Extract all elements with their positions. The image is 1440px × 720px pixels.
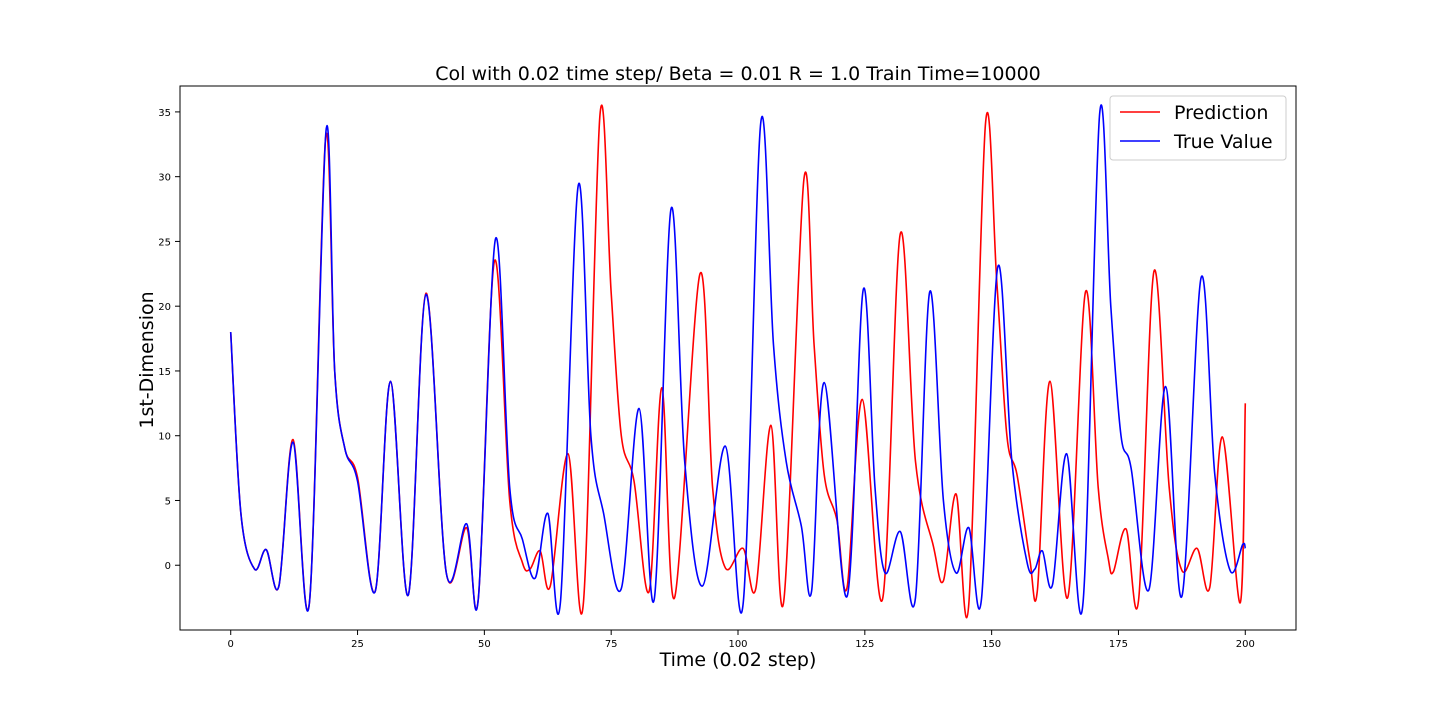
y-tick-label: 30 [158,173,171,184]
y-axis-ticks: 0 5 10 15 20 25 30 35 [158,108,180,572]
y-tick-label: 25 [158,237,171,248]
y-tick-label: 0 [165,561,171,572]
x-tick-label: 175 [1109,639,1128,650]
legend-label-prediction: Prediction [1174,102,1268,124]
x-axis-ticks: 0 25 50 75 100 125 150 175 200 [228,630,1255,650]
legend-label-true-value: True Value [1173,131,1273,153]
x-tick-label: 125 [855,639,874,650]
y-tick-label: 10 [158,432,171,443]
legend: Prediction True Value [1109,95,1287,161]
x-tick-label: 0 [228,639,234,650]
y-tick-label: 35 [158,108,171,119]
series-line-prediction [229,104,1247,619]
y-tick-label: 20 [158,302,171,313]
x-tick-label: 200 [1236,639,1255,650]
y-tick-label: 15 [158,367,171,378]
y-tick-label: 5 [165,496,171,507]
x-tick-label: 50 [478,639,491,650]
x-axis-label: Time (0.02 step) [659,649,817,671]
x-tick-label: 75 [605,639,618,650]
series-line-true-value [229,104,1247,615]
chart-title: Col with 0.02 time step/ Beta = 0.01 R =… [435,63,1041,85]
y-axis-label: 1st-Dimension [136,291,158,428]
series-layer [229,104,1247,619]
x-tick-label: 100 [728,639,747,650]
x-tick-label: 25 [351,639,364,650]
x-tick-label: 150 [982,639,1001,650]
